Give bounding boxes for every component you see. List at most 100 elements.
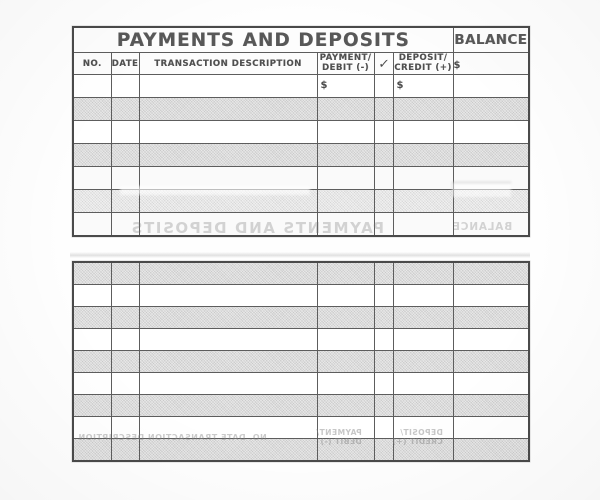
cell-payment[interactable]: [316, 394, 375, 417]
cell-check[interactable]: [373, 166, 394, 190]
table-row[interactable]: [72, 143, 530, 167]
table-row[interactable]: [72, 394, 530, 417]
cell-check[interactable]: [373, 306, 394, 329]
cell-check[interactable]: [373, 372, 394, 395]
cell-payment[interactable]: [316, 306, 375, 329]
cell-deposit[interactable]: [392, 212, 454, 237]
cell-payment[interactable]: [316, 166, 375, 190]
cell-deposit[interactable]: $: [392, 74, 454, 98]
table-row[interactable]: [72, 306, 530, 329]
cell-payment[interactable]: [316, 438, 375, 462]
cell-desc[interactable]: [138, 328, 318, 351]
cell-balance[interactable]: [452, 350, 530, 373]
cell-no[interactable]: [72, 394, 112, 417]
cell-check[interactable]: [373, 328, 394, 351]
cell-check[interactable]: [373, 394, 394, 417]
cell-date[interactable]: [110, 166, 140, 190]
table-row[interactable]: [72, 212, 530, 237]
cell-deposit[interactable]: [392, 143, 454, 167]
cell-date[interactable]: [110, 328, 140, 351]
cell-date[interactable]: [110, 74, 140, 98]
cell-deposit[interactable]: [392, 97, 454, 121]
table-row[interactable]: $ $: [72, 74, 530, 98]
cell-check[interactable]: [373, 284, 394, 307]
table-row[interactable]: [72, 166, 530, 190]
cell-desc[interactable]: [138, 166, 318, 190]
cell-payment[interactable]: $: [316, 74, 375, 98]
cell-payment[interactable]: [316, 328, 375, 351]
cell-deposit[interactable]: [392, 350, 454, 373]
cell-desc[interactable]: [138, 74, 318, 98]
cell-date[interactable]: [110, 261, 140, 285]
cell-check[interactable]: [373, 416, 394, 439]
cell-desc[interactable]: [138, 120, 318, 144]
cell-no[interactable]: [72, 189, 112, 213]
table-row[interactable]: [72, 372, 530, 395]
cell-no[interactable]: [72, 284, 112, 307]
cell-desc[interactable]: [138, 306, 318, 329]
cell-deposit[interactable]: [392, 372, 454, 395]
cell-desc[interactable]: [138, 212, 318, 237]
cell-deposit[interactable]: [392, 120, 454, 144]
cell-deposit[interactable]: [392, 416, 454, 439]
table-row[interactable]: [72, 438, 530, 462]
cell-no[interactable]: [72, 97, 112, 121]
cell-desc[interactable]: [138, 394, 318, 417]
cell-no[interactable]: [72, 261, 112, 285]
cell-date[interactable]: [110, 416, 140, 439]
cell-no[interactable]: [72, 143, 112, 167]
cell-no[interactable]: [72, 74, 112, 98]
cell-no[interactable]: [72, 438, 112, 462]
cell-check[interactable]: [373, 74, 394, 98]
table-row[interactable]: [72, 189, 530, 213]
table-row[interactable]: [72, 97, 530, 121]
cell-payment[interactable]: [316, 261, 375, 285]
cell-desc[interactable]: [138, 284, 318, 307]
cell-date[interactable]: [110, 372, 140, 395]
cell-no[interactable]: [72, 350, 112, 373]
cell-balance[interactable]: [452, 328, 530, 351]
cell-balance[interactable]: [452, 166, 530, 190]
cell-balance[interactable]: [452, 284, 530, 307]
cell-deposit[interactable]: [392, 261, 454, 285]
cell-check[interactable]: [373, 212, 394, 237]
cell-desc[interactable]: [138, 416, 318, 439]
cell-check[interactable]: [373, 97, 394, 121]
cell-payment[interactable]: [316, 284, 375, 307]
cell-deposit[interactable]: [392, 284, 454, 307]
cell-balance[interactable]: [452, 261, 530, 285]
cell-date[interactable]: [110, 438, 140, 462]
cell-desc[interactable]: [138, 372, 318, 395]
cell-balance[interactable]: [452, 306, 530, 329]
cell-check[interactable]: [373, 120, 394, 144]
cell-balance[interactable]: [452, 143, 530, 167]
cell-no[interactable]: [72, 166, 112, 190]
cell-no[interactable]: [72, 306, 112, 329]
cell-payment[interactable]: [316, 372, 375, 395]
cell-balance[interactable]: [452, 372, 530, 395]
cell-check[interactable]: [373, 438, 394, 462]
cell-check[interactable]: [373, 261, 394, 285]
cell-desc[interactable]: [138, 189, 318, 213]
cell-deposit[interactable]: [392, 438, 454, 462]
cell-deposit[interactable]: [392, 394, 454, 417]
cell-no[interactable]: [72, 328, 112, 351]
table-row[interactable]: [72, 120, 530, 144]
cell-desc[interactable]: [138, 143, 318, 167]
cell-date[interactable]: [110, 189, 140, 213]
cell-balance[interactable]: [452, 120, 530, 144]
cell-date[interactable]: [110, 394, 140, 417]
cell-payment[interactable]: [316, 212, 375, 237]
cell-desc[interactable]: [138, 261, 318, 285]
cell-deposit[interactable]: [392, 328, 454, 351]
table-row[interactable]: [72, 416, 530, 439]
cell-no[interactable]: [72, 120, 112, 144]
cell-no[interactable]: [72, 372, 112, 395]
table-row[interactable]: [72, 328, 530, 351]
cell-date[interactable]: [110, 143, 140, 167]
cell-balance[interactable]: [452, 438, 530, 462]
cell-payment[interactable]: [316, 189, 375, 213]
cell-date[interactable]: [110, 350, 140, 373]
table-row[interactable]: [72, 284, 530, 307]
cell-check[interactable]: [373, 143, 394, 167]
